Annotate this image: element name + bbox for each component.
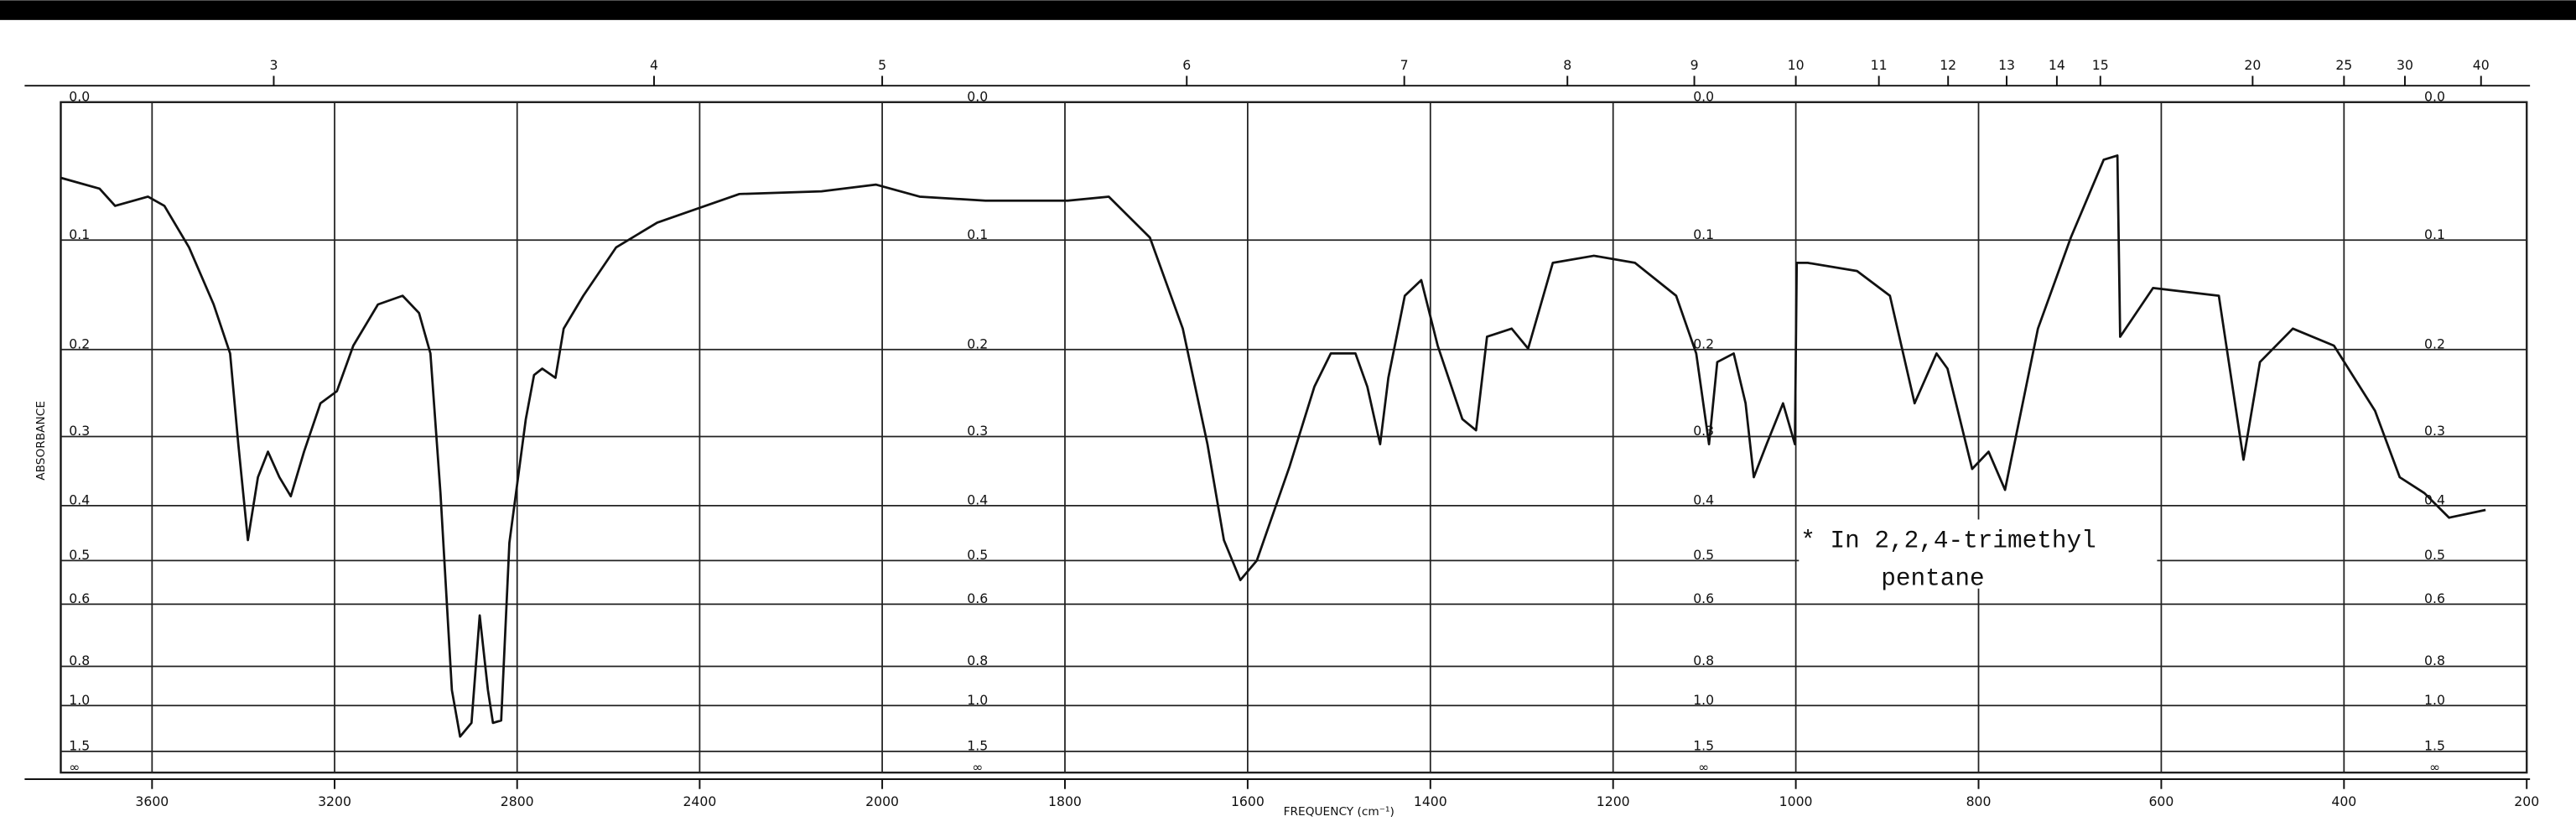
- x-tick-label: 400: [2331, 793, 2356, 809]
- x-tick-label: 1000: [1779, 793, 1813, 809]
- y-tick-label: 0.5: [967, 547, 988, 563]
- x2-tick-label: 15: [2092, 57, 2109, 73]
- y-tick-label: 1.0: [1693, 692, 1714, 708]
- y-tick-label: 1.5: [967, 737, 988, 753]
- y-tick-label: 0.8: [69, 653, 90, 668]
- y-tick-label: 1.0: [2424, 692, 2445, 708]
- y-tick-label: 0.2: [69, 335, 90, 351]
- y-tick-label: 0.0: [2424, 88, 2445, 104]
- x2-tick-label: 25: [2335, 57, 2352, 73]
- x-tick-label: 3600: [135, 793, 169, 809]
- x2-tick-label: 12: [1940, 57, 1956, 73]
- y-tick-label: 0.8: [1693, 653, 1714, 668]
- y-tick-label: 0.5: [2424, 547, 2445, 563]
- y-tick-label: 0.4: [2424, 492, 2445, 508]
- y-tick-label: 0.8: [2424, 653, 2445, 668]
- x2-tick-label: 5: [878, 57, 886, 73]
- x2-tick-label: 3: [269, 57, 278, 73]
- x-axis-label: FREQUENCY (cm⁻¹): [1284, 805, 1394, 819]
- y-tick-label: 1.0: [967, 692, 988, 708]
- y-tick-label: 0.2: [1693, 335, 1714, 351]
- x2-tick-label: 6: [1182, 57, 1191, 73]
- y-tick-label: 0.1: [967, 226, 988, 242]
- x-tick-label: 1800: [1048, 793, 1082, 809]
- x-tick-label: 1400: [1414, 793, 1447, 809]
- y-tick-label: 0.0: [967, 88, 988, 104]
- spectrum-line: [60, 154, 2486, 738]
- x2-tick-label: 40: [2473, 57, 2490, 73]
- x-tick-label: 200: [2514, 793, 2539, 809]
- y-tick-label: 0.6: [2424, 590, 2445, 606]
- annotation: * In 2,2,4-trimethyl: [1800, 528, 2096, 555]
- y-tick-label: 1.5: [1693, 737, 1714, 753]
- y-tick-label: 0.6: [1693, 590, 1714, 606]
- y-tick-label: 0.6: [967, 590, 988, 606]
- x2-tick-label: 10: [1788, 57, 1805, 73]
- y-axis-label: ABSORBANCE: [34, 401, 48, 481]
- x2-tick-label: 9: [1690, 57, 1699, 73]
- y-tick-label: 1.0: [69, 692, 90, 708]
- y-tick-label: 0.5: [1693, 547, 1714, 563]
- x2-tick-label: 4: [650, 57, 658, 73]
- y-tick-label: 0.1: [2424, 226, 2445, 242]
- y-tick-label: ∞: [972, 759, 983, 775]
- y-tick-label: 0.2: [2424, 335, 2445, 351]
- y-tick-label: 0.3: [967, 423, 988, 439]
- y-tick-label: 1.5: [69, 737, 90, 753]
- y-tick-label: 0.3: [2424, 423, 2445, 439]
- y-tick-label: 0.5: [69, 547, 90, 563]
- y-tick-label: 0.0: [1693, 88, 1714, 104]
- x2-tick-label: 13: [1998, 57, 2015, 73]
- y-tick-label: 0.1: [69, 226, 90, 242]
- x-tick-label: 800: [1966, 793, 1992, 809]
- y-tick-label: 0.4: [1693, 492, 1714, 508]
- y-tick-label: 0.2: [967, 335, 988, 351]
- x2-tick-label: 14: [2049, 57, 2065, 73]
- y-tick-label: 0.4: [967, 492, 988, 508]
- y-tick-label: ∞: [69, 759, 80, 775]
- top-bar: [0, 0, 2576, 20]
- x2-tick-label: 8: [1563, 57, 1571, 73]
- plot-frame: [60, 101, 2528, 774]
- x2-tick-label: 11: [1871, 57, 1888, 73]
- y-tick-label: 0.0: [69, 88, 90, 104]
- x2-tick-label: 20: [2244, 57, 2261, 73]
- x-tick-label: 3200: [318, 793, 351, 809]
- x-tick-label: 2400: [683, 793, 716, 809]
- y-tick-label: 0.3: [69, 423, 90, 439]
- x-tick-label: 2800: [501, 793, 534, 809]
- x2-tick-label: 30: [2397, 57, 2413, 73]
- y-tick-label: 0.6: [69, 590, 90, 606]
- x2-tick-label: 7: [1400, 57, 1409, 73]
- x-tick-label: 2000: [865, 793, 899, 809]
- y-tick-label: ∞: [2429, 759, 2440, 775]
- annotation: pentane: [1881, 565, 1984, 593]
- y-tick-label: 0.1: [1693, 226, 1714, 242]
- x-tick-label: 1600: [1231, 793, 1265, 809]
- y-tick-label: 1.5: [2424, 737, 2445, 753]
- y-tick-label: 0.8: [967, 653, 988, 668]
- y-tick-label: ∞: [1698, 759, 1709, 775]
- annotation-box: [1799, 519, 2158, 589]
- x-tick-label: 1200: [1597, 793, 1630, 809]
- y-tick-label: 0.4: [69, 492, 90, 508]
- x-tick-label: 600: [2148, 793, 2174, 809]
